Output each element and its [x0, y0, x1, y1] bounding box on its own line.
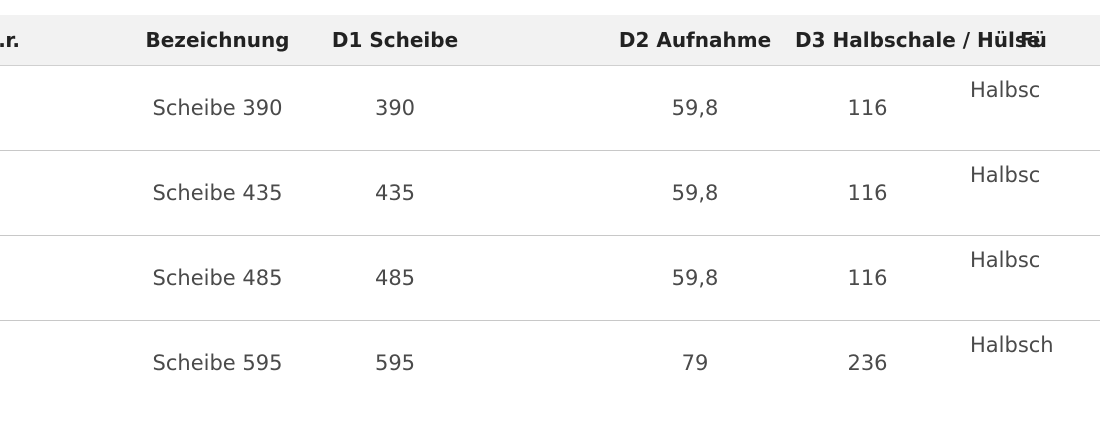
cell-bezeichnung: Scheibe 435	[152, 180, 283, 205]
cell-artnr	[0, 235, 40, 320]
cell-d3: 116	[847, 95, 888, 120]
cell-d1: 390	[374, 95, 416, 120]
table-row: Scheibe 390 390 59,8 116 Halbsc	[0, 65, 1100, 150]
cell-d2: 79	[681, 350, 709, 375]
cell-d2: 59,8	[671, 180, 719, 205]
column-header-bezeichnung: Bezeichnung	[145, 27, 290, 52]
cell-artnr	[0, 65, 40, 150]
table-row: Scheibe 595 595 79 236 Halbsch	[0, 320, 1100, 405]
cell-fuehrung: Halbsc	[970, 247, 1041, 272]
cell-fuehrung: Halbsch	[970, 332, 1054, 357]
column-header-d2: D2 Aufnahme	[618, 27, 772, 52]
cell-fuehrung: Halbsc	[970, 77, 1041, 102]
table-header: …r. Bezeichnung D1 Scheibe D2 Aufnahme D…	[0, 15, 1100, 65]
column-header-d3: D3 Halbschale / Hülse	[795, 27, 1041, 52]
cell-d3: 236	[847, 350, 888, 375]
cell-bezeichnung: Scheibe 595	[152, 350, 283, 375]
cell-d1: 435	[374, 180, 416, 205]
cell-fuehrung: Halbsc	[970, 162, 1041, 187]
cell-d2: 59,8	[671, 95, 719, 120]
cell-d1: 595	[374, 350, 416, 375]
cell-bezeichnung: Scheibe 485	[152, 265, 283, 290]
cell-artnr	[0, 150, 40, 235]
cell-bezeichnung: Scheibe 390	[152, 95, 283, 120]
column-header-artnr: …r.	[0, 27, 20, 52]
cell-d2: 59,8	[671, 265, 719, 290]
cell-d3: 116	[847, 180, 888, 205]
cell-d1: 485	[374, 265, 416, 290]
header-row: …r. Bezeichnung D1 Scheibe D2 Aufnahme D…	[0, 15, 1100, 65]
cell-d3: 116	[847, 265, 888, 290]
cell-artnr	[0, 320, 40, 405]
column-header-d1: D1 Scheibe	[331, 27, 459, 52]
table-body: Scheibe 390 390 59,8 116 Halbsc Scheibe …	[0, 65, 1100, 405]
column-header-fuehrung: Fü	[1020, 27, 1047, 52]
product-table: …r. Bezeichnung D1 Scheibe D2 Aufnahme D…	[0, 15, 1100, 405]
table-row: Scheibe 435 435 59,8 116 Halbsc	[0, 150, 1100, 235]
table-row: Scheibe 485 485 59,8 116 Halbsc	[0, 235, 1100, 320]
